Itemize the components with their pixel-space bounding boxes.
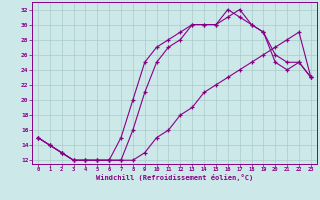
X-axis label: Windchill (Refroidissement éolien,°C): Windchill (Refroidissement éolien,°C)	[96, 174, 253, 181]
